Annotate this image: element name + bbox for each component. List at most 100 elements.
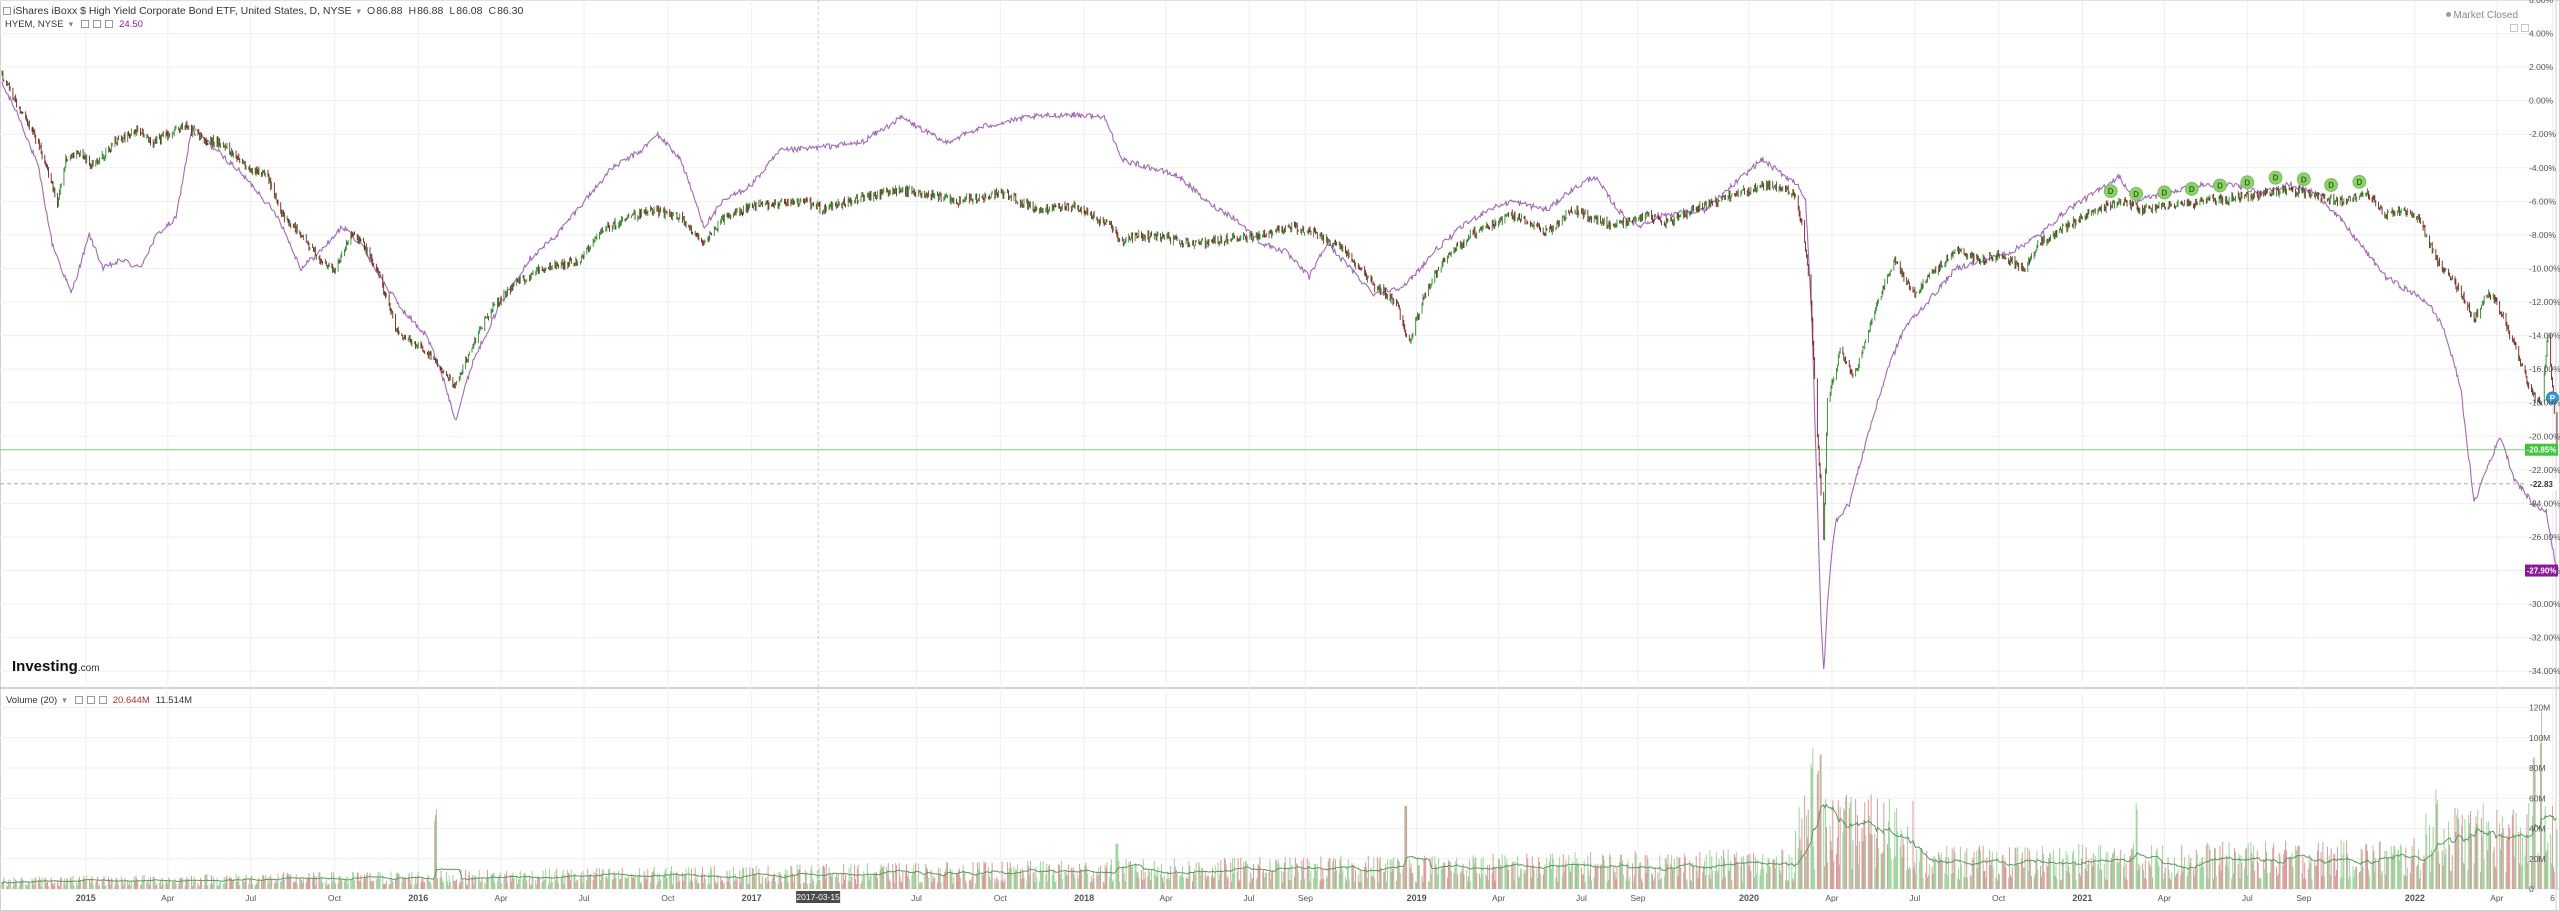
crosshair-date-badge (796, 891, 841, 903)
dividend-marker-label: D (2301, 175, 2307, 184)
event-markers: D D D D D D D D D D P (2103, 170, 2559, 405)
compare-remove-icon[interactable] (105, 20, 114, 28)
volume-tick-label: 60M (2529, 793, 2546, 803)
x-tick-label: Oct (1992, 893, 2006, 903)
x-tick-label: Apr (1825, 893, 1838, 903)
compare-series (1, 81, 2558, 670)
dividend-marker-label: D (2244, 178, 2250, 187)
x-tick-label: Apr (495, 893, 508, 903)
volume-tick-label: 100M (2529, 733, 2550, 743)
y-tick-label: -2.00% (2529, 129, 2556, 139)
compare-dropdown-icon[interactable]: ▾ (68, 18, 74, 29)
dividend-marker (2324, 178, 2339, 192)
volume-tick-label: 0 (2529, 884, 2534, 894)
dashed-level-label: -22.83 (2530, 480, 2553, 489)
y-tick-label: -30.00% (2529, 599, 2560, 609)
x-tick-label: Jul (245, 893, 256, 903)
y-tick-label: -22.00% (2529, 465, 2560, 475)
volume-tick-label: 120M (2529, 703, 2550, 713)
x-tick-label: Apr (161, 893, 174, 903)
x-tick-label: Apr (2490, 893, 2503, 903)
y-tick-label: -14.00% (2529, 331, 2560, 341)
compare-price-label-badge (2525, 564, 2558, 577)
volume-tick-label: 40M (2529, 824, 2546, 834)
collapse-legend-icon[interactable] (3, 7, 11, 15)
volume-label: Volume (20) (6, 694, 58, 706)
dividend-marker-label: D (2328, 181, 2334, 190)
dividend-marker (2103, 184, 2118, 199)
volume-value-1: 20.644M (112, 694, 150, 706)
dividend-marker-label: D (2162, 188, 2168, 197)
volume-dropdown-icon[interactable]: ▾ (62, 694, 67, 705)
maximize-icon[interactable] (2510, 24, 2518, 32)
y-tick-label: -10.00% (2529, 263, 2560, 273)
x-tick-label: Sep (1630, 893, 1645, 903)
legend-dropdown-icon[interactable]: ▾ (356, 5, 362, 16)
dividend-marker (2296, 172, 2311, 187)
y-tick-label: -20.00% (2529, 431, 2560, 441)
y-tick-label: -24.00% (2529, 498, 2560, 508)
close-value: C86.30 (488, 5, 524, 17)
dividend-marker-label: D (2133, 190, 2139, 199)
crosshair-date-label: 2017-03-15 (796, 892, 840, 902)
x-tick-label: Apr (1492, 893, 1505, 903)
y-tick-label: -4.00% (2529, 163, 2556, 173)
x-tick-label: Sep (2296, 893, 2311, 903)
x-tick-label: Oct (661, 893, 675, 903)
x-tick-label: 2020 (1739, 893, 1759, 903)
x-tick-label: Sep (1298, 893, 1313, 903)
compare-eye-icon[interactable] (81, 20, 90, 28)
x-tick-label: 2015 (76, 893, 96, 903)
dividend-marker (2213, 178, 2227, 193)
y-tick-label: -32.00% (2529, 633, 2560, 643)
price-series (1, 70, 2558, 541)
dividend-marker (2352, 174, 2367, 189)
x-tick-label: Jul (1576, 893, 1587, 903)
dividend-marker (2157, 185, 2172, 200)
volume-eye-icon[interactable] (74, 696, 83, 704)
y-tick-label: -34.00% (2529, 666, 2560, 676)
y-tick-label: -6.00% (2529, 196, 2556, 206)
dividend-marker-label: D (2356, 178, 2362, 187)
volume-pane (1, 709, 2558, 889)
dividend-marker (2129, 186, 2144, 201)
dividend-marker-label: D (2189, 185, 2195, 194)
current-price-label-badge (2525, 443, 2558, 456)
x-tick-label: 2022 (2405, 893, 2425, 903)
y-tick-label: -12.00% (2529, 297, 2560, 307)
dividend-marker (2184, 182, 2199, 196)
x-tick-label: Jul (1244, 893, 1255, 903)
dividend-marker-label: D (2273, 174, 2279, 183)
restore-icon[interactable] (2521, 24, 2529, 32)
level-lines (0, 449, 2556, 485)
volume-settings-icon[interactable] (86, 696, 95, 704)
x-tick-label: Oct (994, 893, 1008, 903)
volume-tick-label: 20M (2529, 854, 2546, 864)
dividend-marker-label: D (2108, 187, 2114, 196)
x-tick-label: Apr (2158, 893, 2171, 903)
y-tick-label: -8.00% (2529, 230, 2556, 240)
symbol-title: iShares iBoxx $ High Yield Corporate Bon… (13, 5, 352, 17)
open-value: O86.88 (367, 5, 403, 17)
dividend-marker (2240, 175, 2255, 190)
compare-settings-icon[interactable] (93, 20, 102, 28)
dividend-marker-label: D (2217, 182, 2223, 191)
market-status: Market Closed (2445, 10, 2518, 21)
compare-symbol: HYEM, NYSE (5, 18, 64, 30)
x-tick-label: 2017 (742, 893, 762, 903)
y-tick-label: -26.00% (2529, 532, 2560, 542)
x-tick-label: 2021 (2072, 893, 2092, 903)
volume-remove-icon[interactable] (98, 696, 107, 704)
x-tick-label: 2019 (1407, 893, 1427, 903)
x-tick-label: 2016 (408, 893, 428, 903)
compare-legend: HYEM, NYSE ▾ 24.50 (0, 17, 149, 31)
dashed-level-label-badge (2525, 477, 2558, 490)
low-value: L86.08 (449, 5, 483, 17)
investing-logo: Investing.com (12, 658, 100, 675)
x-tick-label: Jul (579, 893, 590, 903)
compare-value: 24.50 (119, 18, 143, 30)
market-status-dot-icon (2445, 12, 2451, 17)
